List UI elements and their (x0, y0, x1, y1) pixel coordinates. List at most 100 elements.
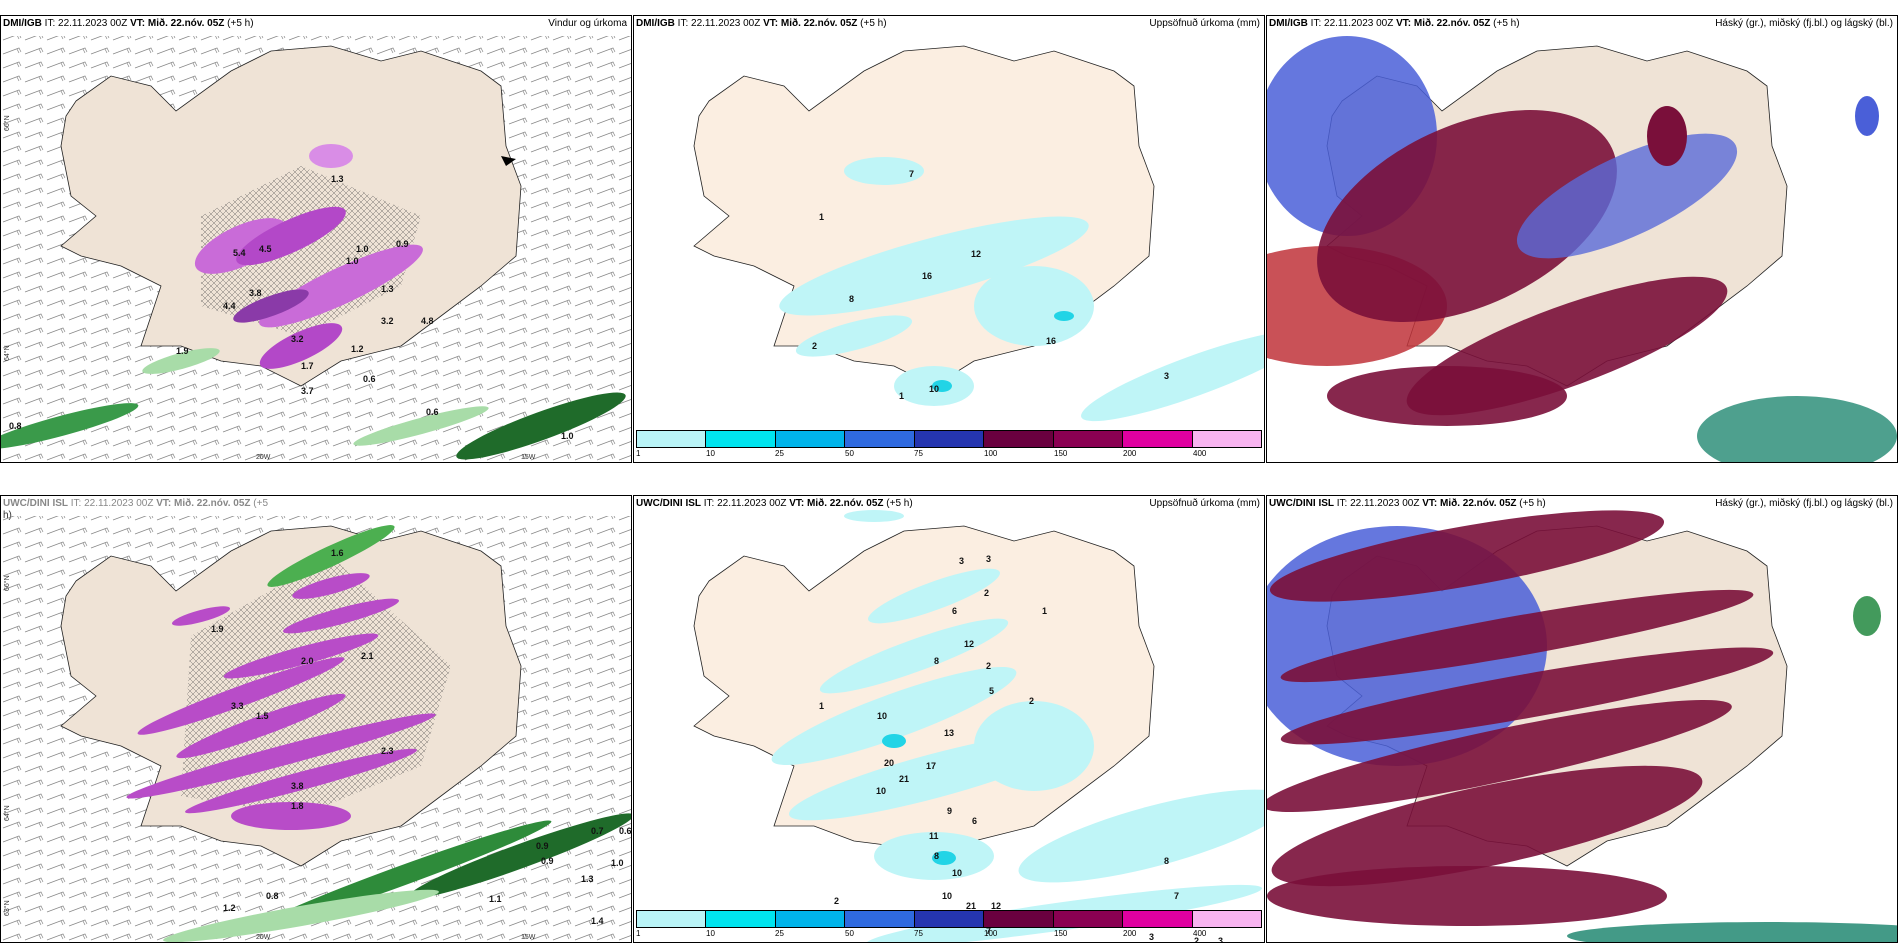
value-label: 8 (934, 656, 940, 666)
value-label: 1.2 (223, 903, 236, 913)
value-label: 10 (929, 384, 940, 394)
colorbar-tick: 50 (845, 449, 854, 458)
value-label: 1 (1042, 606, 1048, 616)
colorbar-swatch (984, 431, 1054, 447)
value-label: 0.6 (363, 374, 376, 384)
value-label: 10 (877, 711, 888, 721)
value-label: 2 (986, 661, 992, 671)
value-label: 1 (819, 701, 825, 711)
cloud-areas (1267, 36, 1897, 462)
value-label: 3 (1218, 936, 1224, 943)
value-label: 3.7 (301, 386, 314, 396)
value-label: 1.3 (581, 874, 594, 884)
value-label: 9 (947, 806, 953, 816)
accum-precip-map (693, 45, 1264, 422)
value-label: 5 (989, 686, 995, 696)
value-label: 0.6 (619, 826, 632, 836)
panel-header: UWC/DINI ISL IT: 22.11.2023 00Z VT: Mið.… (3, 498, 269, 509)
value-label: 1.0 (356, 244, 369, 254)
value-label: 1.7 (301, 361, 314, 371)
colorbar-tick: 1 (636, 449, 641, 458)
colorbar-tick: 75 (914, 449, 923, 458)
value-label: 1.0 (346, 256, 359, 266)
colorbar-swatch (984, 911, 1054, 927)
value-label: 2.3 (381, 746, 394, 756)
value-label: 1.8 (291, 801, 304, 811)
colorbar-swatch (1192, 911, 1261, 927)
panel-header: DMI/IGB IT: 22.11.2023 00Z VT: Mið. 22.n… (1269, 18, 1520, 29)
value-label: 4.8 (421, 316, 434, 326)
colorbar-tick: 400 (1193, 929, 1207, 938)
value-label: 1 (899, 391, 905, 401)
value-label: 0.9 (541, 856, 554, 866)
precip-areas (126, 573, 436, 830)
lat-label: 64°N (4, 805, 11, 821)
panel-title: Uppsöfnuð úrkoma (mm) (1149, 18, 1260, 29)
value-label: 1.3 (331, 174, 344, 184)
lat-label: 66°N (633, 115, 635, 131)
value-label: 4.4 (223, 301, 236, 311)
panel-title: Uppsöfnuð úrkoma (mm) (1149, 498, 1260, 509)
accum-precip-map (693, 510, 1264, 942)
value-label: 2 (984, 588, 990, 598)
lon-label: 20W (256, 454, 271, 461)
value-label: 1.9 (211, 624, 224, 634)
colorbar-swatch (775, 431, 846, 447)
value-label: 1.2 (351, 344, 364, 354)
colorbar-swatch (914, 911, 985, 927)
value-label: 0.7 (591, 826, 604, 836)
value-label: 1.3 (381, 284, 394, 294)
value-label: 7 (1174, 891, 1180, 901)
precip-core (882, 734, 906, 748)
value-label: 0.8 (266, 891, 279, 901)
wind-precip-map (1, 36, 631, 462)
colorbar-tick: 25 (775, 929, 784, 938)
colorbar-tick: 100 (984, 449, 998, 458)
colorbar-tick: 150 (1054, 929, 1068, 938)
value-label: 0.6 (426, 407, 439, 417)
panel-header: UWC/DINI ISL IT: 22.11.2023 00Z VT: Mið.… (636, 498, 913, 509)
panel-title: Vindur og úrkoma (548, 18, 627, 29)
map-panel-uwc-wind-precip: UWC/DINI ISL IT: 22.11.2023 00Z VT: Mið.… (0, 495, 632, 943)
colorbar-swatch (845, 911, 915, 927)
value-label: 3.2 (291, 334, 304, 344)
value-label: 0.8 (9, 421, 22, 431)
value-label: 8 (1164, 856, 1170, 866)
colorbar-tick: 25 (775, 449, 784, 458)
value-label: 3 (1149, 932, 1155, 942)
value-label: 0.9 (396, 239, 409, 249)
value-label: 10 (952, 868, 963, 878)
colorbar (636, 910, 1262, 928)
colorbar-ticks: 1 10 25 50 75 100 150 200 400 (636, 449, 1262, 460)
panel-header: DMI/IGB IT: 22.11.2023 00Z VT: Mið. 22.n… (3, 18, 254, 29)
panel-header: UWC/DINI ISL IT: 22.11.2023 00Z VT: Mið.… (1269, 498, 1546, 509)
value-label: 21 (966, 901, 977, 911)
lat-label: 63°N (4, 900, 11, 916)
value-label: 1.1 (489, 894, 502, 904)
wind-barb-marker (501, 156, 516, 166)
value-label: 17 (926, 761, 937, 771)
lat-label: 66°N (4, 115, 11, 131)
value-label: 1.5 (256, 711, 269, 721)
value-label: 3.8 (249, 288, 262, 298)
colorbar-swatch (706, 431, 776, 447)
precip-areas-green (163, 525, 631, 942)
value-label: 1.9 (176, 346, 189, 356)
value-label: 1.0 (561, 431, 574, 441)
colorbar-swatch (775, 911, 846, 927)
map-panel-uwc-clouds: UWC/DINI ISL IT: 22.11.2023 00Z VT: Mið.… (1266, 495, 1898, 943)
value-label: 2 (834, 896, 840, 906)
panel-header-wrap: h) (3, 510, 12, 521)
precip-core (1054, 311, 1074, 321)
value-label: 2.0 (301, 656, 314, 666)
colorbar-swatch (637, 911, 707, 927)
value-label: 4.5 (259, 244, 272, 254)
cloud-areas (1267, 510, 1897, 942)
cloud-cover-map (1267, 510, 1897, 942)
iceland-landmass (693, 45, 1155, 387)
value-label: 2 (1194, 936, 1200, 943)
panel-title: Háský (gr.), miðský (fj.bl.) og lágský (… (1715, 498, 1893, 509)
panel-title: Háský (gr.), miðský (fj.bl.) og lágský (… (1715, 18, 1893, 29)
lon-label: 15W (521, 454, 536, 461)
value-label: 11 (929, 831, 939, 841)
